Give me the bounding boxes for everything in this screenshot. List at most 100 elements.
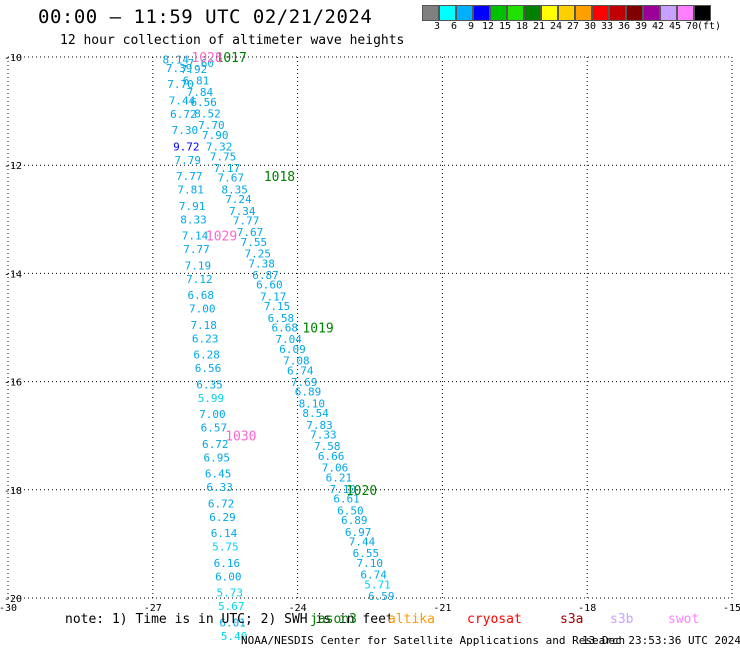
legend-tick-label: 15	[499, 21, 512, 32]
wave-height-point: 6.74	[360, 569, 387, 582]
wave-height-point: 7.17	[214, 162, 241, 175]
wave-height-point: 7.15	[264, 300, 291, 313]
wave-height-point: 7.12	[186, 273, 213, 286]
wave-height-point: 7.33	[310, 429, 337, 442]
wave-height-point: 6.21	[326, 471, 353, 484]
legend-swatch	[456, 5, 473, 21]
wave-height-point: 6.29	[209, 511, 236, 524]
wave-height-point: 7.10	[356, 557, 383, 570]
x-tick-label: -15	[723, 603, 740, 614]
wave-height-point: 5.75	[212, 541, 239, 554]
y-tick-label: -20	[4, 594, 22, 605]
legend-tick-label: 36	[618, 21, 631, 32]
wave-height-point: 7.00	[199, 408, 226, 421]
y-tick-label: -12	[4, 161, 22, 172]
wave-height-point: 6.74	[287, 364, 314, 377]
wave-height-point: 6.66	[318, 450, 345, 463]
legend-swatch	[524, 5, 541, 21]
legend-swatch	[694, 5, 711, 21]
wave-height-point: 7.55	[241, 236, 267, 249]
time-label: 1028	[191, 51, 222, 66]
wave-height-point: 9.72	[173, 140, 200, 153]
legend-swatch	[439, 5, 456, 21]
wave-height-point: 6.60	[256, 279, 283, 292]
wave-height-point: 7.25	[245, 248, 271, 261]
wave-height-point: 7.39	[166, 62, 193, 75]
wave-height-point: 6.28	[193, 349, 220, 362]
legend-tick-label: 9	[468, 21, 475, 32]
wave-height-point: 7.83	[306, 419, 333, 432]
wave-height-point: 7.91	[179, 200, 206, 213]
wave-height-point: 7.70	[167, 78, 194, 91]
legend-swatch	[422, 5, 439, 21]
wave-height-point: 8.33	[180, 213, 207, 226]
wave-height-point: 6.58	[268, 312, 295, 325]
wave-height-point: 6.68	[272, 322, 299, 335]
wave-height-point: 6.72	[208, 497, 235, 510]
wave-height-point: 6.01	[219, 616, 246, 629]
wave-height-point: 7.77	[183, 243, 210, 256]
wave-height-point: 7.67	[237, 226, 264, 239]
wave-height-point: 6.35	[196, 378, 223, 391]
x-tick-label: -21	[433, 603, 451, 614]
wave-height-point: 6.00	[215, 570, 242, 583]
wave-height-point: 6.50	[337, 504, 364, 517]
legend-tick-label: 18	[516, 21, 529, 32]
mission-label: jason3	[310, 612, 357, 627]
legend-swatch	[558, 5, 575, 21]
legend-tick-label: 27	[567, 21, 580, 32]
wave-height-point: 5.71	[364, 578, 391, 591]
wave-height-point: 7.69	[291, 376, 318, 389]
wave-height-point: 5.40	[221, 630, 248, 643]
wave-height-point: 7.60	[188, 57, 215, 70]
wave-height-point: 6.45	[205, 468, 232, 481]
mission-label: swot	[668, 612, 700, 627]
wave-height-point: 6.33	[206, 481, 233, 494]
wave-height-point: 7.32	[206, 141, 233, 154]
y-tick-label: -10	[4, 53, 22, 64]
chart-subtitle: 12 hour collection of altimeter wave hei…	[60, 33, 405, 48]
wave-height-point: 7.04	[275, 333, 302, 346]
legend-swatch	[541, 5, 558, 21]
wave-height-point: 6.14	[211, 527, 238, 540]
wave-height-point: 7.08	[283, 355, 310, 368]
wave-height-point: 7.14	[182, 230, 209, 243]
wave-height-point: 6.68	[188, 289, 215, 302]
wave-height-point: 7.81	[177, 184, 204, 197]
wave-height-point: 7.17	[260, 290, 287, 303]
wave-height-point: 7.24	[225, 193, 252, 206]
x-tick-label: -27	[144, 603, 162, 614]
wave-height-point: 5.67	[218, 600, 245, 613]
time-label: 1018	[264, 170, 295, 185]
y-tick-label: -18	[4, 486, 22, 497]
wave-height-point: 7.58	[314, 440, 341, 453]
legend-tick-label: 33	[601, 21, 614, 32]
legend-swatch	[660, 5, 677, 21]
legend-tick-label: 21	[533, 21, 546, 32]
legend-tick-label: 6	[451, 21, 458, 32]
y-tick-label: -16	[4, 378, 22, 389]
wave-height-point: 6.16	[214, 557, 241, 570]
chart-title: 00:00 – 11:59 UTC 02/21/2024	[38, 6, 373, 28]
wave-height-point: 7.38	[248, 257, 274, 270]
wave-height-point: 6.87	[252, 269, 279, 282]
footer-timestamp: 13 Dec 23:53:36 UTC 2024	[582, 634, 740, 647]
wave-height-point: 8.14	[162, 54, 189, 67]
legend-tick-label: 45	[669, 21, 682, 32]
legend-tick-label: 12	[482, 21, 495, 32]
wave-height-point: 7.75	[210, 150, 237, 163]
legend-tick-label: 3	[434, 21, 441, 32]
time-label: 1019	[302, 322, 333, 337]
wave-height-point: 7.00	[189, 303, 216, 316]
wave-height-point: 6.89	[295, 386, 322, 399]
wave-height-point: 6.57	[201, 422, 228, 435]
legend-tick-label: 42	[652, 21, 665, 32]
legend-swatch	[626, 5, 643, 21]
legend-tick-label: (ft)	[697, 21, 722, 32]
wave-height-point: 8.10	[299, 397, 326, 410]
mission-label: s3a	[560, 612, 584, 627]
time-label: 1017	[216, 51, 247, 66]
wave-height-point: 7.44	[349, 536, 376, 549]
wave-height-point: 7.92	[181, 63, 208, 76]
wave-height-point: 7.06	[322, 462, 349, 475]
